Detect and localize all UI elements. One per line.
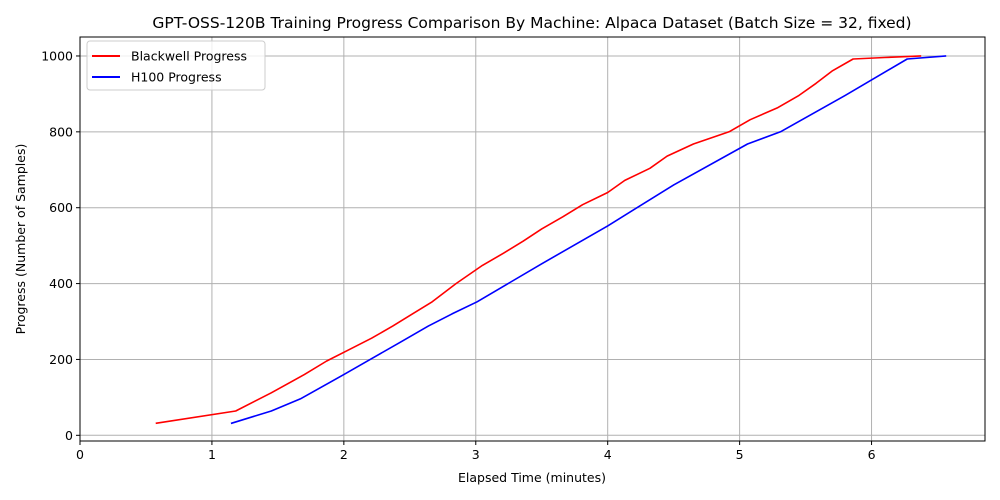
legend: Blackwell Progress H100 Progress [86,40,266,91]
y-tick-label: 0 [65,428,73,443]
y-tick-label: 1000 [41,48,73,63]
series-line-h100-progress [230,55,947,425]
x-tick-label: 6 [868,447,876,462]
y-tick-label: 400 [49,276,73,291]
x-tick-label: 0 [76,447,84,462]
y-tick-label: 600 [49,200,73,215]
x-axis-label: Elapsed Time (minutes) [458,470,606,485]
legend-label-blackwell: Blackwell Progress [131,49,247,64]
series-line-blackwell-progress [155,55,922,425]
data-series [155,55,947,425]
x-axis-ticks: 0 1 2 3 4 5 6 [76,441,876,462]
x-tick-label: 3 [472,447,480,462]
x-tick-label: 2 [340,447,348,462]
legend-label-h100: H100 Progress [131,70,222,85]
x-tick-label: 5 [736,447,744,462]
plot-area-frame [79,36,986,442]
y-axis-ticks: 0 200 400 600 800 1000 [41,48,80,443]
x-tick-label: 1 [208,447,216,462]
legend-box [86,40,266,91]
y-axis-label: Progress (Number of Samples) [13,144,28,335]
grid-lines [79,37,985,441]
y-tick-label: 200 [49,352,73,367]
x-tick-label: 4 [604,447,612,462]
y-tick-label: 800 [49,124,73,139]
chart-title: GPT-OSS-120B Training Progress Compariso… [152,14,911,32]
